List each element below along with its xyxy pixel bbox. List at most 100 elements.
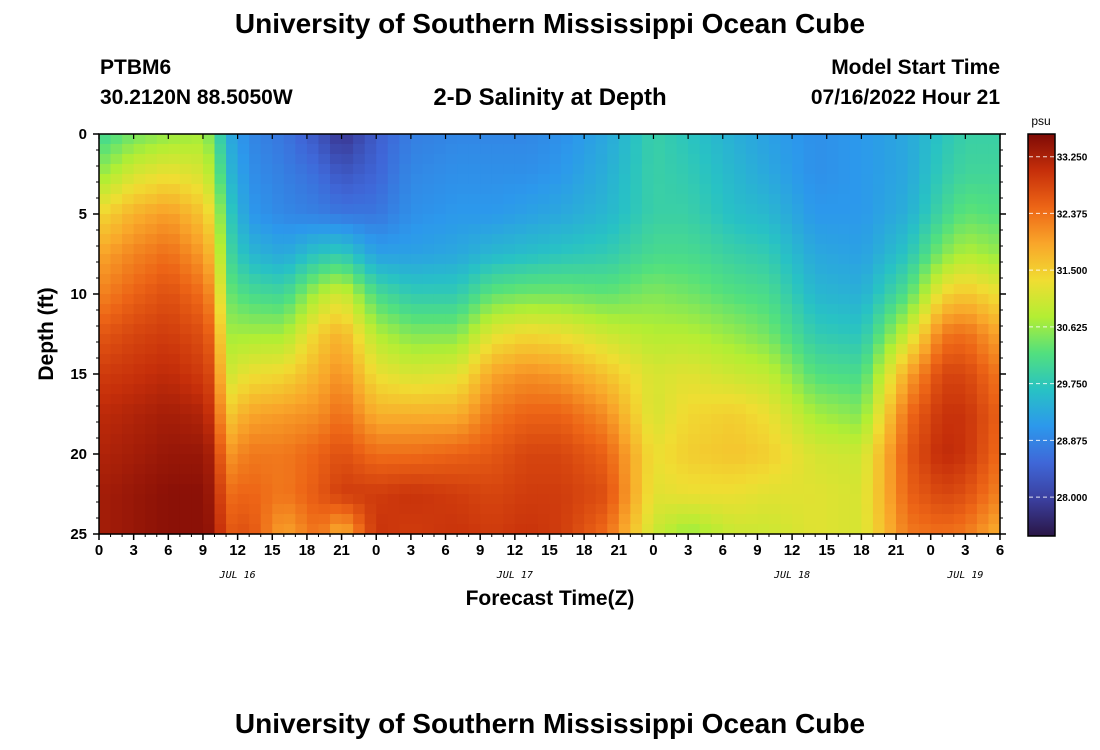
heatmap-cell — [965, 144, 978, 155]
heatmap-cell — [884, 354, 897, 365]
heatmap-cell — [919, 494, 932, 505]
heatmap-cell — [330, 184, 343, 195]
heatmap-cell — [803, 254, 816, 265]
heatmap-cell — [815, 524, 828, 535]
heatmap-cell — [410, 514, 424, 525]
heatmap-cell — [457, 154, 470, 165]
heatmap-cell — [318, 304, 331, 315]
heatmap-cell — [838, 514, 851, 525]
heatmap-cell — [191, 344, 204, 355]
heatmap-cell — [803, 304, 816, 315]
heatmap-cell — [445, 364, 458, 375]
heatmap-cell — [133, 404, 146, 415]
heatmap-cell — [572, 374, 585, 385]
heatmap-cell — [364, 474, 377, 485]
heatmap-cell — [803, 244, 816, 255]
heatmap-cell — [330, 284, 343, 295]
heatmap-cell — [872, 434, 886, 445]
heatmap-cell — [803, 224, 816, 235]
heatmap-cell — [665, 314, 678, 325]
heatmap-cell — [156, 294, 169, 305]
heatmap-cell — [896, 134, 909, 145]
heatmap-cell — [202, 144, 216, 155]
heatmap-cell — [468, 304, 481, 315]
heatmap-cell — [399, 324, 412, 335]
heatmap-cell — [399, 484, 412, 495]
heatmap-cell — [156, 224, 169, 235]
heatmap-cell — [318, 524, 331, 535]
heatmap-cell — [595, 184, 608, 195]
heatmap-cell — [607, 234, 620, 245]
heatmap-cell — [734, 244, 747, 255]
heatmap-cell — [768, 454, 782, 465]
heatmap-cell — [641, 294, 655, 305]
heatmap-cell — [433, 514, 447, 525]
heatmap-cell — [202, 184, 216, 195]
heatmap-cell — [768, 194, 782, 205]
heatmap-cell — [145, 284, 158, 295]
heatmap-cell — [607, 514, 620, 525]
heatmap-cell — [572, 164, 585, 175]
heatmap-cell — [734, 434, 747, 445]
heatmap-cell — [376, 154, 389, 165]
heatmap-cell — [884, 444, 897, 455]
heatmap-cell — [919, 234, 932, 245]
heatmap-cell — [226, 504, 239, 515]
heatmap-cell — [942, 274, 955, 285]
heatmap-cell — [191, 424, 204, 435]
heatmap-cell — [191, 334, 204, 345]
heatmap-cell — [745, 134, 759, 145]
heatmap-cell — [584, 144, 597, 155]
heatmap-cell — [757, 384, 770, 395]
heatmap-cell — [503, 184, 516, 195]
heatmap-cell — [584, 244, 597, 255]
heatmap-cell — [283, 174, 296, 185]
heatmap-cell — [722, 344, 735, 355]
heatmap-cell — [641, 524, 655, 535]
x-axis-label: Forecast Time(Z) — [466, 587, 635, 610]
heatmap-cell — [930, 384, 943, 395]
heatmap-cell — [930, 224, 943, 235]
heatmap-cell — [930, 304, 943, 315]
heatmap-cell — [561, 334, 574, 345]
heatmap-cell — [457, 424, 470, 435]
heatmap-cell — [699, 434, 712, 445]
heatmap-cell — [757, 294, 770, 305]
heatmap-cell — [792, 364, 805, 375]
heatmap-cell — [445, 164, 458, 175]
heatmap-cell — [237, 404, 250, 415]
heatmap-cell — [688, 214, 701, 225]
heatmap-cell — [514, 194, 527, 205]
heatmap-cell — [792, 354, 805, 365]
heatmap-cell — [214, 214, 227, 225]
heatmap-cell — [410, 404, 424, 415]
heatmap-cell — [422, 454, 435, 465]
heatmap-cell — [688, 444, 701, 455]
heatmap-cell — [976, 444, 990, 455]
heatmap-cell — [641, 254, 655, 265]
heatmap-cell — [722, 174, 735, 185]
heatmap-cell — [734, 354, 747, 365]
heatmap-cell — [249, 294, 262, 305]
heatmap-cell — [884, 384, 897, 395]
y-tick-label: 10 — [70, 286, 87, 303]
heatmap-cell — [480, 434, 493, 445]
heatmap-cell — [722, 154, 735, 165]
heatmap-cell — [884, 134, 897, 145]
heatmap-cell — [318, 264, 331, 275]
heatmap-cell — [872, 304, 886, 315]
heatmap-cell — [699, 334, 712, 345]
heatmap-cell — [572, 224, 585, 235]
heatmap-cell — [676, 254, 689, 265]
heatmap-cell — [745, 354, 759, 365]
heatmap-cell — [711, 404, 724, 415]
heatmap-cell — [260, 394, 273, 405]
heatmap-cell — [849, 434, 862, 445]
heatmap-cell — [722, 354, 735, 365]
heatmap-cell — [260, 134, 273, 145]
heatmap-cell — [156, 214, 169, 225]
heatmap-cell — [607, 174, 620, 185]
heatmap-cell — [122, 244, 135, 255]
heatmap-cell — [537, 434, 551, 445]
heatmap-cell — [399, 304, 412, 315]
